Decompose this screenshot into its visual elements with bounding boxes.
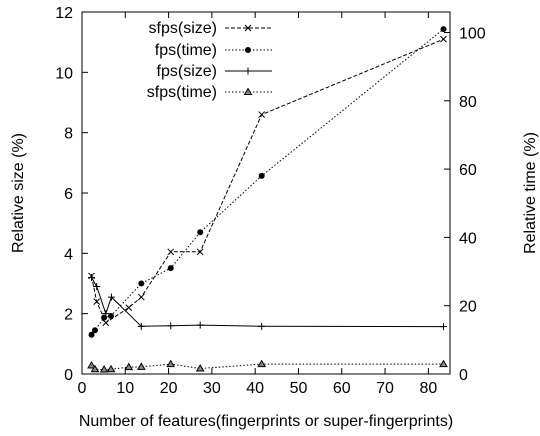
left-tick-label: 2 (64, 307, 73, 324)
data-point (196, 248, 204, 256)
x-tick-label: 10 (116, 380, 134, 397)
data-point (102, 310, 110, 318)
left-tick-label: 0 (64, 367, 73, 384)
data-point (107, 293, 115, 301)
data-point (90, 364, 100, 373)
legend-label: sfps(size) (149, 20, 217, 37)
left-tick-label: 12 (55, 5, 73, 22)
data-point (93, 283, 101, 291)
left-tick-label: 4 (64, 246, 73, 263)
series-fps-time (88, 26, 447, 338)
legend-label: fps(time) (155, 42, 217, 59)
left-tick-label: 8 (64, 126, 73, 143)
x-tick-label: 30 (203, 380, 221, 397)
data-point (99, 365, 109, 373)
data-point (167, 265, 174, 272)
data-point (136, 362, 146, 370)
legend-marker (244, 24, 252, 32)
series-line (91, 28, 444, 336)
x-tick-label: 60 (333, 380, 351, 397)
left-axis-title: Relative size (%) (10, 133, 27, 253)
data-point (440, 323, 448, 331)
data-point (124, 362, 134, 371)
data-point (87, 360, 96, 369)
series-line (91, 38, 444, 324)
left-tick-label: 6 (64, 186, 73, 203)
right-tick-label: 60 (459, 162, 477, 179)
data-point (195, 364, 205, 372)
x-tick-label: 0 (78, 380, 87, 397)
data-point (106, 364, 116, 373)
right-axis-ticks: 0 20 40 60 80 100 (444, 25, 486, 384)
data-point (88, 331, 95, 338)
left-tick-label: 10 (55, 65, 73, 82)
data-point (137, 322, 145, 330)
data-point (258, 322, 266, 330)
legend-marker (245, 47, 251, 53)
data-point (440, 26, 447, 33)
data-point (88, 273, 96, 281)
right-tick-label: 20 (459, 299, 477, 316)
legend: sfps(size) fps(time) fps(size) sfps(time) (147, 20, 272, 101)
x-tick-label: 70 (376, 380, 394, 397)
data-point (108, 312, 115, 319)
x-tick-label: 40 (246, 380, 264, 397)
data-point (440, 35, 447, 43)
data-point (91, 327, 98, 334)
series-line (91, 277, 444, 328)
right-tick-label: 100 (459, 25, 486, 42)
data-point (257, 359, 267, 368)
data-point (93, 298, 101, 305)
x-axis-ticks: 0 10 20 30 40 50 60 70 80 (78, 12, 437, 397)
data-point (258, 111, 266, 118)
legend-label: fps(size) (157, 63, 217, 80)
series-fps-size (88, 273, 448, 331)
data-point (167, 322, 175, 330)
series-sfps-size (88, 35, 447, 327)
plot-frame (81, 11, 451, 375)
legend-marker (244, 67, 252, 75)
data-point (258, 172, 265, 179)
data-point (167, 248, 175, 256)
right-tick-label: 40 (459, 230, 477, 247)
series-sfps-time (87, 359, 448, 373)
x-tick-label: 20 (160, 380, 178, 397)
data-point (102, 319, 110, 327)
series-layer (87, 26, 448, 373)
x-axis-title: Number of features(fingerprints or super… (79, 413, 453, 430)
right-axis-title: Relative time (%) (522, 132, 539, 254)
right-tick-label: 0 (459, 367, 468, 384)
data-point (439, 359, 448, 368)
left-axis-ticks: 0 2 4 6 8 10 12 (55, 5, 88, 384)
data-point (137, 293, 145, 301)
data-point (197, 229, 204, 236)
x-tick-label: 50 (290, 380, 308, 397)
x-tick-label: 80 (419, 380, 437, 397)
data-point (166, 359, 176, 368)
legend-label: sfps(time) (147, 84, 217, 101)
data-point (125, 304, 133, 311)
data-point (138, 280, 145, 287)
data-point (196, 321, 204, 329)
right-tick-label: 80 (459, 94, 477, 111)
legend-marker (243, 87, 253, 95)
